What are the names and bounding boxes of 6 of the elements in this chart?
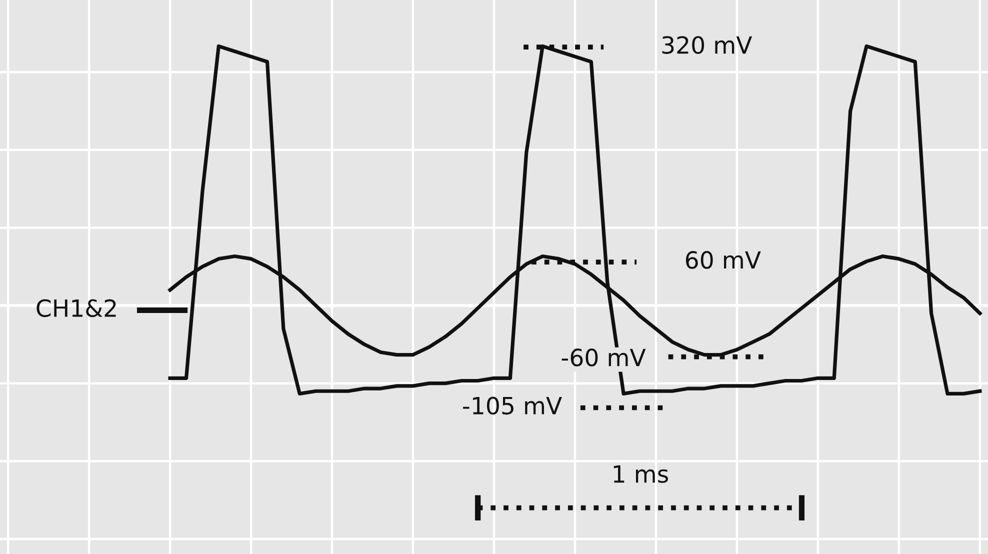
annotation: 320 mV bbox=[662, 36, 752, 54]
annotation: -105 mV bbox=[463, 396, 562, 415]
annotation: 1 ms bbox=[614, 465, 668, 483]
annotation: -60 mV bbox=[562, 348, 646, 366]
annotation: CH1&2 bbox=[36, 299, 116, 318]
annotation: 60 mV bbox=[686, 251, 761, 269]
